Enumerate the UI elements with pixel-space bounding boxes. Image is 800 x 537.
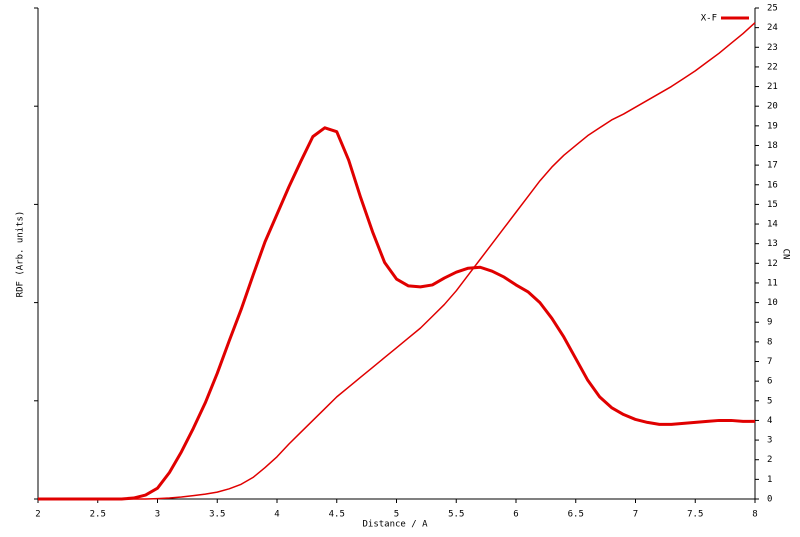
y2-tick-label: 10 <box>767 298 778 308</box>
legend-label: X-F <box>701 14 717 24</box>
x-tick-label: 4 <box>274 510 279 520</box>
y2-tick-label: 15 <box>767 200 778 210</box>
x-tick-label: 8 <box>752 510 757 520</box>
y2-tick-label: 5 <box>767 396 772 406</box>
y2-tick-label: 18 <box>767 141 778 151</box>
y2-tick-label: 25 <box>767 4 778 14</box>
x-tick-label: 3 <box>155 510 160 520</box>
y2-tick-label: 14 <box>767 220 778 230</box>
y2-tick-label: 8 <box>767 337 772 347</box>
y2-tick-label: 13 <box>767 239 778 249</box>
y2-tick-label: 3 <box>767 436 772 446</box>
y2-tick-label: 23 <box>767 43 778 53</box>
y2-tick-label: 1 <box>767 475 772 485</box>
y2-tick-label: 2 <box>767 455 772 465</box>
x-tick-label: 2.5 <box>90 510 106 520</box>
x-tick-label: 5.5 <box>448 510 464 520</box>
y2-tick-label: 17 <box>767 161 778 171</box>
x-tick-label: 5 <box>394 510 399 520</box>
y-axis-label: RDF (Arb. units) <box>16 211 26 298</box>
y2-tick-label: 11 <box>767 278 778 288</box>
y2-tick-label: 24 <box>767 23 778 33</box>
x-tick-label: 7.5 <box>687 510 703 520</box>
y2-tick-label: 9 <box>767 318 772 328</box>
x-tick-label: 7 <box>633 510 638 520</box>
x-tick-label: 4.5 <box>329 510 345 520</box>
x-tick-label: 2 <box>35 510 40 520</box>
y2-tick-label: 22 <box>767 62 778 72</box>
y2-tick-label: 20 <box>767 102 778 112</box>
series-line <box>38 126 755 501</box>
y2-tick-label: 16 <box>767 180 778 190</box>
y2-axis-label: CN <box>781 249 791 260</box>
y2-tick-label: 6 <box>767 377 772 387</box>
x-tick-label: 6.5 <box>568 510 584 520</box>
y2-tick-label: 21 <box>767 82 778 92</box>
x-tick-label: 3.5 <box>209 510 225 520</box>
x-tick-label: 6 <box>513 510 518 520</box>
x-axis-label: Distance / A <box>362 520 428 530</box>
y2-tick-label: 12 <box>767 259 778 269</box>
y2-tick-label: 4 <box>767 416 772 426</box>
y2-tick-label: 0 <box>767 495 772 505</box>
series-line <box>38 22 756 500</box>
y2-tick-label: 7 <box>767 357 772 367</box>
y2-tick-label: 19 <box>767 121 778 131</box>
